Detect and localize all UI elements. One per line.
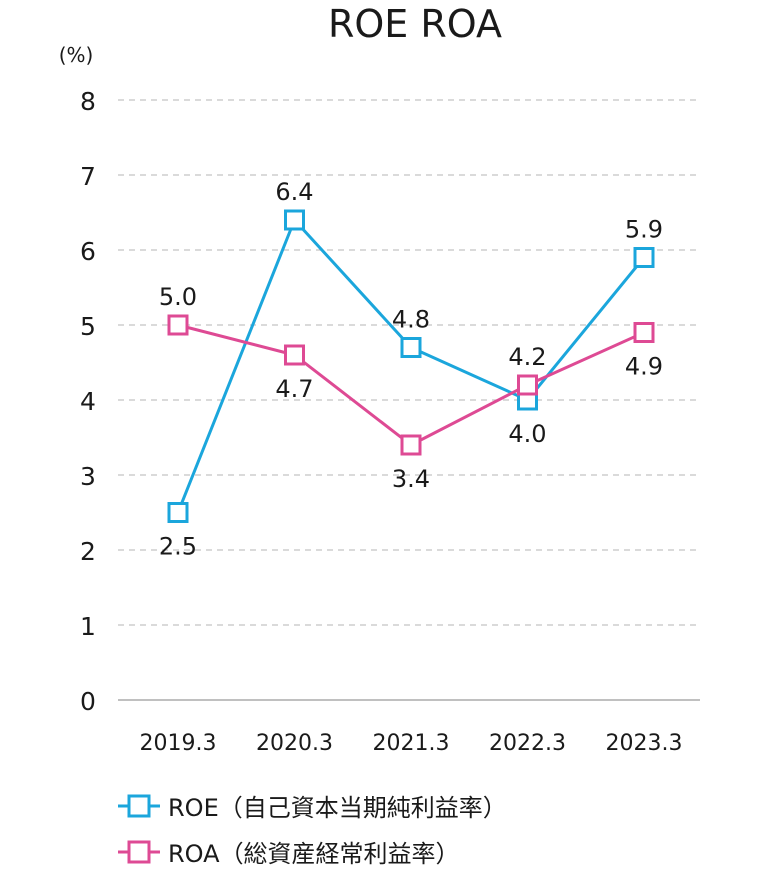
legend-item-roa: ROA（総資産経常利益率） [118,834,460,869]
data-point-marker [633,247,655,268]
data-label: 5.0 [159,283,197,311]
data-point-marker [167,502,189,523]
data-label: 4.9 [625,353,663,381]
y-tick-label: 3 [80,462,96,491]
data-label: 4.0 [508,420,546,448]
x-tick-label: 2021.3 [373,731,450,756]
data-label: 5.9 [625,216,663,244]
y-tick-label: 7 [80,162,96,191]
data-label: 4.2 [508,343,546,371]
y-tick-label: 1 [80,612,96,641]
chart-title: ROE ROA [327,2,503,46]
roa-legend-icon [118,840,160,863]
data-point-marker [633,322,655,343]
data-label: 6.4 [275,178,313,206]
roe-legend-label: ROE（自己資本当期純利益率） [168,794,507,822]
data-point-marker [284,344,305,366]
data-label: 4.7 [275,375,313,403]
data-point-marker [167,314,189,336]
legend-item-roe: ROE（自己資本当期純利益率） [118,788,507,823]
roe-legend-icon [118,794,160,817]
x-tick-label: 2020.3 [256,731,333,756]
y-tick-label: 4 [80,387,96,416]
x-tick-label: 2022.3 [489,731,566,756]
data-point-marker [284,209,305,231]
y-tick-label: 0 [80,687,96,716]
data-point-marker [400,434,422,456]
data-point-marker [400,337,422,358]
roa-legend-label: ROA（総資産経常利益率） [168,840,460,868]
data-label: 2.5 [159,533,197,561]
y-tick-label: 6 [80,237,96,266]
data-label: 4.8 [392,306,430,334]
y-tick-label: 5 [80,312,96,341]
x-tick-label: 2023.3 [606,731,683,756]
x-tick-label: 2019.3 [140,731,217,756]
y-tick-label: 2 [80,537,96,566]
data-label: 3.4 [392,465,430,493]
data-point-marker [517,374,538,396]
y-tick-label: 8 [80,87,96,116]
y-axis-unit-label: (%) [59,43,94,67]
